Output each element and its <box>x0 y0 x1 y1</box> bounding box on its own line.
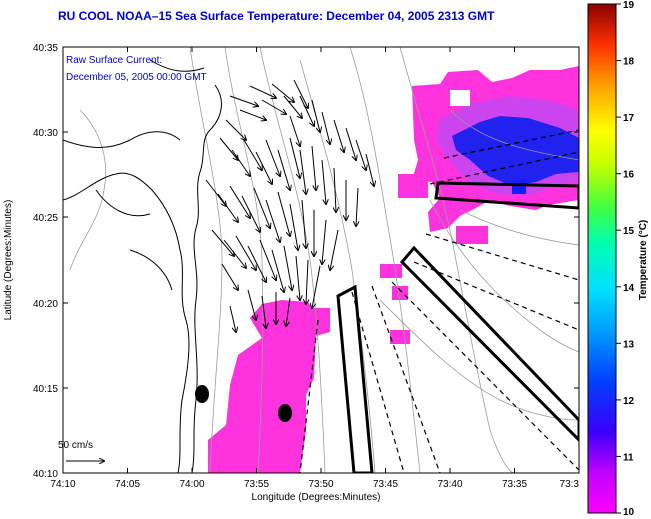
cb-tick-16: 16 <box>623 170 635 181</box>
map-title: RU COOL NOAA–15 Sea Surface Temperature:… <box>58 9 495 23</box>
x-tick-73-45: 73:45 <box>373 479 398 490</box>
cb-tick-19: 19 <box>623 0 635 11</box>
surface-current-vectors <box>205 79 374 332</box>
y-tick-40-30: 40:30 <box>33 128 58 139</box>
sst-patch-blue-spot <box>512 180 526 194</box>
cb-tick-13: 13 <box>623 339 635 350</box>
sst-patch-small-4 <box>392 286 408 300</box>
cb-tick-10: 10 <box>623 507 635 518</box>
x-axis-label: Longitude (Degrees:Minutes) <box>252 492 381 503</box>
inset-line-1: Raw Surface Current: <box>66 55 162 66</box>
cb-tick-14: 14 <box>623 283 635 294</box>
y-tick-40-25: 40:25 <box>33 213 58 224</box>
sst-gap-1 <box>450 90 470 106</box>
y-axis-label: Latitude (Degrees:Minutes) <box>3 200 14 321</box>
y-tick-40-20: 40:20 <box>33 299 58 310</box>
transect-lines <box>299 129 579 473</box>
x-tick-73-40: 73:40 <box>437 479 462 490</box>
y-tick-40-35: 40:35 <box>33 43 58 54</box>
cb-tick-11: 11 <box>623 452 634 463</box>
sst-patch-small-1 <box>398 174 428 198</box>
y-axis <box>63 46 579 474</box>
x-tick-73-55: 73:55 <box>244 479 269 490</box>
cb-tick-17: 17 <box>623 113 635 124</box>
station-marker-1 <box>195 385 209 403</box>
x-tick-74-10: 74:10 <box>50 479 75 490</box>
sst-patch-cold-blue <box>452 116 579 186</box>
sst-patch-small-2 <box>456 226 488 244</box>
inset-line-2: December 05, 2005 00:00 GMT <box>66 72 207 83</box>
sst-patch-small-3 <box>380 264 402 278</box>
x-axis <box>62 47 515 473</box>
x-tick-73-50: 73:50 <box>308 479 333 490</box>
cb-tick-18: 18 <box>623 57 635 68</box>
y-tick-40-10: 40:10 <box>33 469 58 480</box>
y-tick-40-15: 40:15 <box>33 384 58 395</box>
cb-tick-12: 12 <box>623 396 635 407</box>
station-marker-2 <box>278 404 292 422</box>
sst-patch-small-5 <box>390 330 410 344</box>
sst-field <box>208 66 579 473</box>
coastline <box>63 59 222 473</box>
colorbar-ticks <box>616 3 621 514</box>
box-east <box>434 181 579 210</box>
bathymetry-contours <box>69 47 579 473</box>
colorbar-label: Temperature (°C) <box>638 220 649 301</box>
sst-patch-southwest <box>208 300 330 473</box>
scale-label: 50 cm/s <box>58 440 93 451</box>
x-tick-73-35: 73:35 <box>502 479 527 490</box>
box-channel <box>336 284 374 473</box>
box-diagonal <box>399 245 579 443</box>
study-boxes <box>336 181 579 473</box>
x-tick-74-00: 74:00 <box>179 479 204 490</box>
x-tick-74-05: 74:05 <box>115 479 140 490</box>
x-tick-73-3: 73:3 <box>560 479 580 490</box>
colorbar <box>587 3 617 514</box>
sst-patch-small-6 <box>312 308 330 330</box>
cb-tick-15: 15 <box>623 226 635 237</box>
